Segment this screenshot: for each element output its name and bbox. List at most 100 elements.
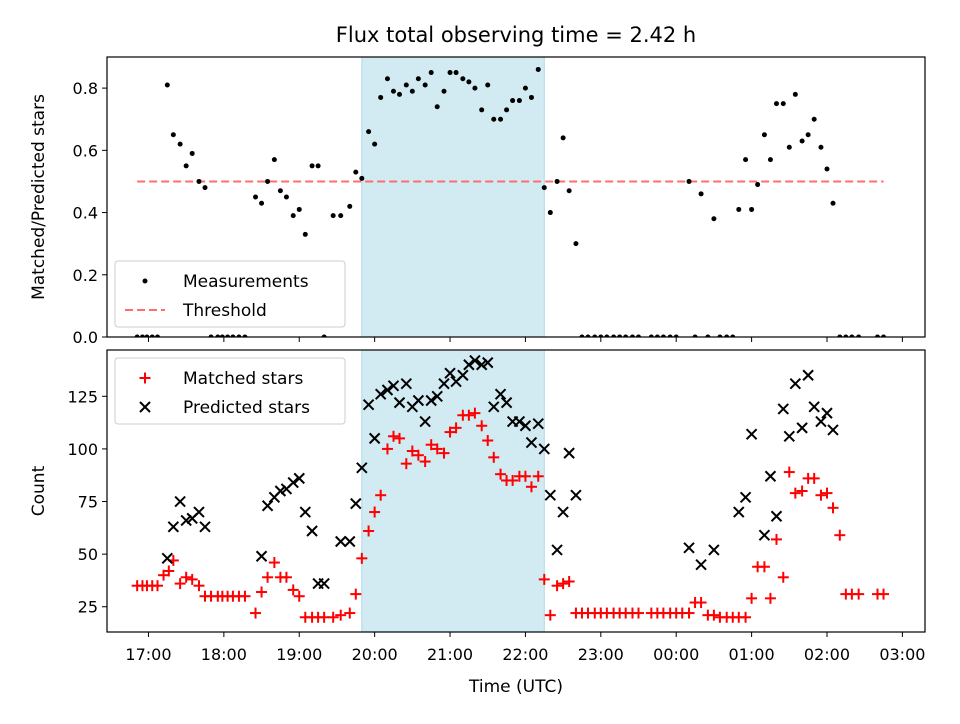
data-point (330, 213, 336, 219)
matched-point (746, 592, 758, 604)
data-point (799, 138, 805, 144)
predicted-point (764, 470, 777, 482)
predicted-point (425, 394, 437, 407)
matched-point (789, 487, 801, 499)
data-point (824, 166, 830, 172)
predicted-point (488, 401, 500, 413)
data-point (177, 141, 183, 147)
matched-point (796, 485, 808, 497)
matched-point (406, 445, 418, 457)
data-point (837, 334, 843, 337)
matched-point (557, 578, 569, 590)
data-point (755, 182, 761, 188)
data-point (504, 107, 510, 113)
predicted-point (758, 529, 771, 541)
y-tick-label: 0.4 (73, 204, 98, 223)
predicted-point (570, 489, 582, 501)
data-point (415, 76, 421, 82)
matched-point (764, 592, 776, 604)
matched-point (350, 588, 362, 600)
predicted-point (695, 558, 707, 571)
data-point (215, 334, 221, 337)
data-point (189, 150, 195, 156)
y-tick-label: 0.6 (73, 141, 98, 160)
predicted-point (815, 415, 827, 428)
legend-marker-dot (142, 278, 148, 284)
data-point (155, 334, 161, 337)
data-point (660, 334, 666, 337)
data-point (843, 334, 849, 337)
matched-point (878, 588, 890, 600)
data-point (554, 178, 560, 184)
x-tick-label: 21:00 (427, 645, 473, 664)
predicted-point (733, 506, 745, 518)
matched-point (280, 571, 292, 583)
matched-point (180, 571, 192, 583)
data-point (711, 216, 717, 222)
predicted-point (513, 415, 526, 428)
matched-point (293, 590, 305, 602)
data-point (378, 94, 384, 100)
predicted-point (161, 552, 174, 565)
legend-box (114, 260, 346, 328)
data-point (579, 334, 585, 337)
matched-point (469, 407, 481, 419)
data-point (875, 334, 881, 337)
data-point (183, 163, 189, 169)
matched-point (344, 607, 356, 619)
data-point (510, 98, 516, 104)
data-point (434, 104, 440, 110)
data-point (767, 157, 773, 163)
matched-point (268, 557, 280, 569)
predicted-point (299, 506, 311, 518)
data-point (773, 101, 779, 107)
data-point (139, 334, 145, 337)
matched-point (262, 571, 274, 583)
matched-point (394, 432, 406, 444)
predicted-point (745, 428, 758, 440)
axes-frame (106, 56, 926, 338)
x-tick-label: 22:00 (502, 645, 548, 664)
matched-point (327, 611, 339, 623)
data-point (409, 88, 415, 94)
data-point (242, 334, 248, 337)
x-tick-label: 01:00 (729, 645, 775, 664)
legend-label: Measurements (183, 272, 309, 292)
matched-point (369, 506, 381, 518)
data-point (277, 188, 283, 194)
data-point (541, 185, 547, 191)
data-point (296, 206, 302, 212)
predicted-point (783, 430, 796, 442)
matched-point (163, 565, 175, 577)
matched-point (438, 447, 450, 459)
matched-point (695, 597, 707, 609)
data-point (144, 334, 150, 337)
data-point (472, 85, 478, 91)
y-axis-label: Matched/Predicted stars (29, 94, 49, 300)
matched-point (186, 573, 198, 585)
predicted-point (789, 377, 802, 390)
data-point (202, 185, 208, 191)
legend-marker-plus (139, 372, 151, 384)
predicted-point (551, 544, 563, 556)
predicted-point (563, 447, 575, 459)
plot-area (134, 66, 887, 337)
matched-point (476, 420, 488, 432)
matched-point (544, 609, 556, 621)
data-point (818, 144, 824, 150)
data-point (397, 91, 403, 97)
data-point (253, 194, 259, 200)
matched-point (777, 571, 789, 583)
x-tick-label: 19:00 (276, 645, 322, 664)
predicted-point (538, 443, 550, 455)
y-tick-label: 50 (78, 545, 98, 564)
data-point (604, 334, 610, 337)
predicted-point (400, 377, 413, 390)
axes-frame (106, 349, 926, 633)
data-point (384, 76, 390, 82)
legend-label: Matched stars (183, 369, 303, 389)
y-axis-label: Count (29, 465, 49, 516)
data-point (290, 213, 296, 219)
y-tick-label: 0.2 (73, 266, 98, 285)
